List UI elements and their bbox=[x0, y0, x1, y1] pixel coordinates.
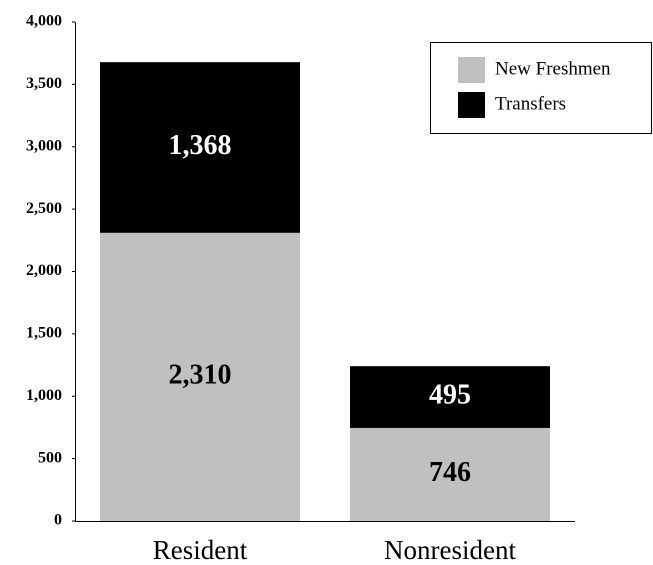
bar-segment bbox=[350, 427, 550, 521]
legend-swatch bbox=[458, 57, 485, 83]
legend-label: Transfers bbox=[495, 93, 566, 114]
y-tick-label: 4,000 bbox=[26, 13, 62, 30]
data-label: 495 bbox=[429, 379, 471, 410]
data-label: 746 bbox=[429, 457, 471, 488]
y-tick-label: 500 bbox=[38, 449, 62, 466]
data-label: 1,368 bbox=[169, 130, 232, 161]
bar-segment bbox=[350, 366, 550, 428]
y-tick-label: 2,500 bbox=[26, 200, 62, 217]
bar-segment bbox=[100, 232, 300, 521]
data-label: 2,310 bbox=[169, 359, 232, 390]
y-tick-label: 3,000 bbox=[26, 137, 62, 154]
y-tick-label: 2,000 bbox=[26, 262, 62, 279]
legend-box bbox=[430, 42, 652, 134]
y-tick-label: 3,500 bbox=[26, 75, 62, 92]
legend-swatch bbox=[458, 92, 485, 118]
y-tick-label: 0 bbox=[54, 512, 62, 529]
x-tick-label: Nonresident bbox=[384, 535, 516, 565]
legend-label: New Freshmen bbox=[495, 58, 611, 79]
y-tick-label: 1,500 bbox=[26, 325, 62, 342]
y-tick-label: 1,000 bbox=[26, 387, 62, 404]
x-tick-label: Resident bbox=[153, 535, 248, 565]
bar-segment bbox=[100, 62, 300, 233]
